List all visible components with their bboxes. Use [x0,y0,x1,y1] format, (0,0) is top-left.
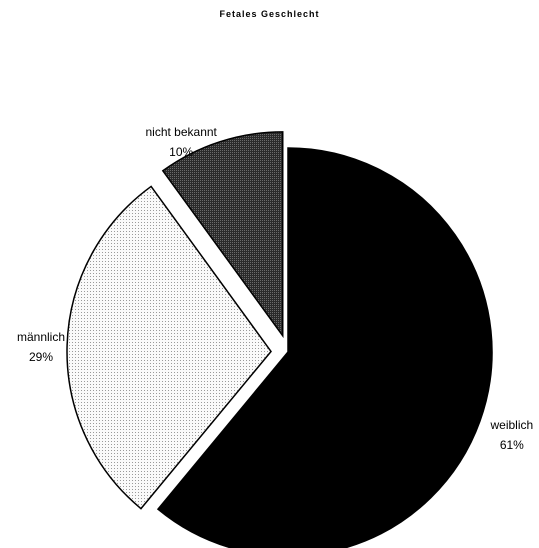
pie-slice-männlich [66,185,272,510]
slice-label-percent: 10% [169,145,194,159]
slice-label-percent: 29% [29,350,54,364]
chart-title: Fetales Geschlecht [219,9,320,19]
slice-label-name: weiblich [490,418,534,432]
slice-label-name: nicht bekannt [145,125,217,139]
pie-slice-nicht-bekannt [161,131,284,339]
slice-label-nicht-bekannt: nicht bekannt 10% [146,122,217,162]
slice-label-männlich: männlich 29% [17,327,65,367]
pie-slice-weiblich [156,147,493,548]
slice-label-weiblich: weiblich 61% [491,415,534,455]
slice-label-name: männlich [17,330,66,344]
slice-label-percent: 61% [499,438,524,452]
